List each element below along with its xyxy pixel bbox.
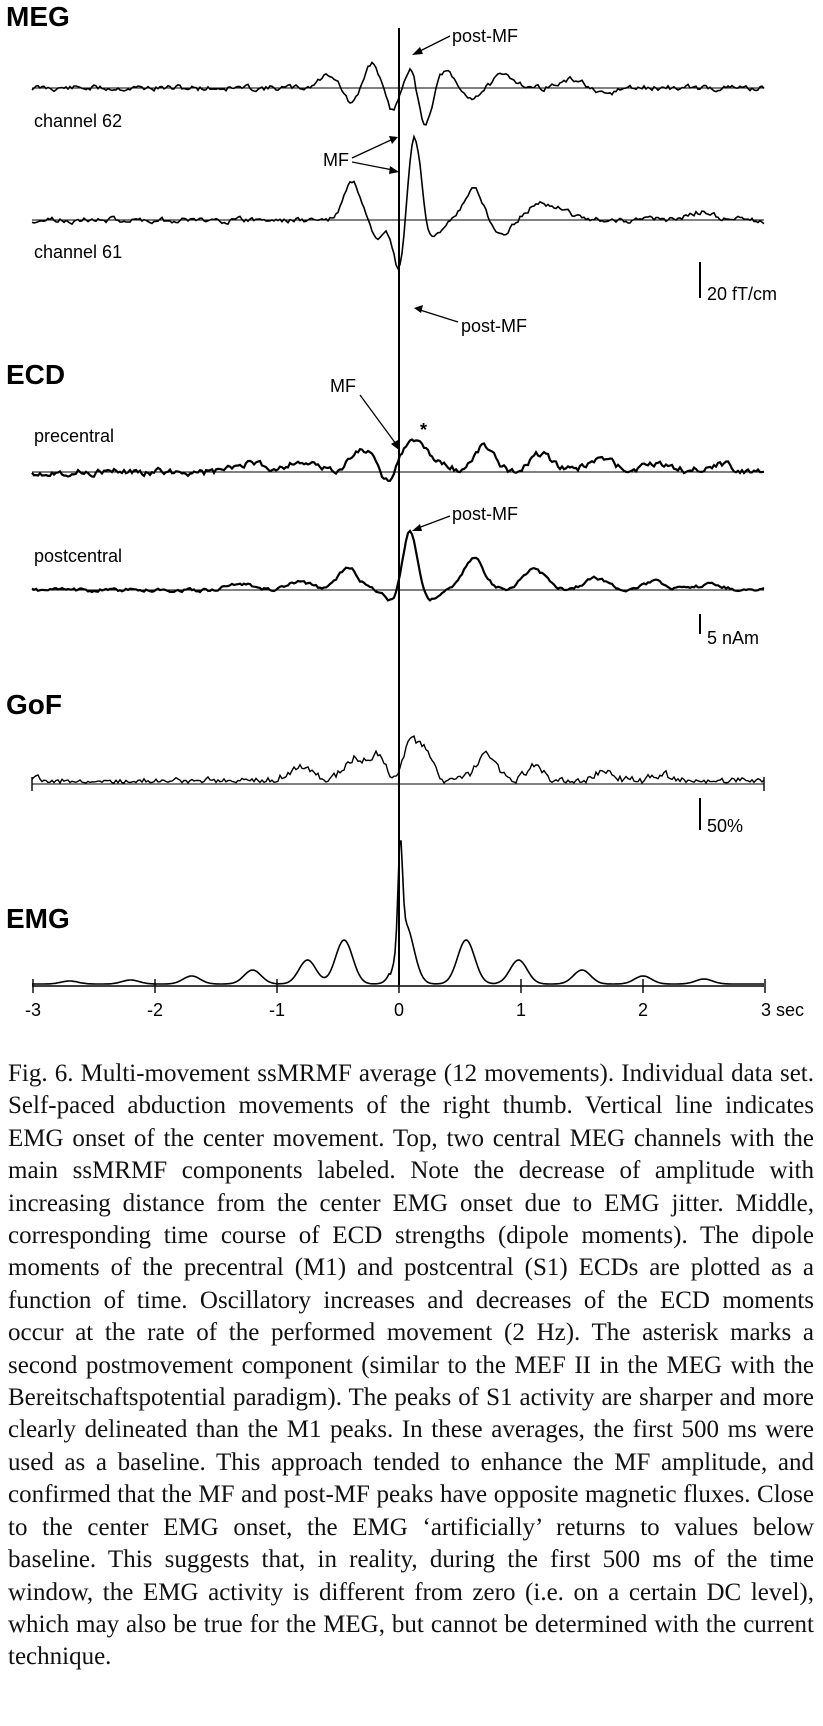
time-axis-tick-label: 1 bbox=[516, 1000, 526, 1020]
ecd-title: ECD bbox=[6, 359, 65, 390]
post-mf-label-bottom: post-MF bbox=[461, 316, 527, 336]
figure-caption: Fig. 6. Multi-movement ssMRMF average (1… bbox=[8, 1060, 814, 1671]
post-mf-label-ecd: post-MF bbox=[452, 504, 518, 524]
time-axis-tick-label: 2 bbox=[638, 1000, 648, 1020]
time-axis-tick-label: 3 sec bbox=[761, 1000, 804, 1020]
figure-canvas: MEG channel 62 post-MF MF channel 61 pos… bbox=[6, 1, 804, 1020]
gof-title: GoF bbox=[6, 689, 62, 720]
time-axis-tick-label: -1 bbox=[269, 1000, 285, 1020]
time-axis-ticks: -3 -2 -1 0 1 2 3 sec bbox=[25, 979, 804, 1020]
post-mf-arrow-bottom bbox=[419, 309, 459, 323]
post-mf-arrowhead-bottom bbox=[414, 305, 423, 313]
mf-arrowhead-lower bbox=[389, 166, 399, 174]
asterisk-marker: * bbox=[420, 420, 427, 440]
channel-61-trace bbox=[31, 134, 765, 271]
post-mf-label-top: post-MF bbox=[452, 26, 518, 46]
post-mf-arrow-ecd bbox=[417, 515, 451, 529]
precentral-trace bbox=[31, 438, 765, 483]
meg-title: MEG bbox=[6, 1, 70, 32]
postcentral-trace bbox=[31, 529, 765, 602]
emg-trace bbox=[32, 840, 764, 985]
post-mf-arrowhead-ecd bbox=[412, 524, 422, 531]
mf-arrow-upper bbox=[351, 138, 394, 159]
figure: MEG channel 62 post-MF MF channel 61 pos… bbox=[6, 1, 804, 1020]
emg-title: EMG bbox=[6, 903, 70, 934]
time-axis-tick-label: -3 bbox=[25, 1000, 41, 1020]
mf-arrowhead-ecd bbox=[391, 440, 399, 450]
time-axis-tick-label: 0 bbox=[394, 1000, 404, 1020]
mf-arrow-lower bbox=[351, 161, 394, 171]
gof-scale-label: 50% bbox=[707, 816, 743, 836]
mf-arrow-ecd bbox=[359, 394, 397, 445]
post-mf-arrowhead-top bbox=[412, 47, 423, 55]
mf-label-meg: MF bbox=[323, 150, 349, 170]
mf-label-ecd: MF bbox=[330, 376, 356, 396]
mf-arrowhead-upper bbox=[389, 136, 398, 144]
channel-62-trace bbox=[31, 61, 765, 126]
meg-scale-label: 20 fT/cm bbox=[707, 284, 777, 304]
post-mf-arrow-top bbox=[417, 35, 451, 53]
time-axis-tick-label: -2 bbox=[147, 1000, 163, 1020]
channel-62-label: channel 62 bbox=[34, 111, 122, 131]
postcentral-label: postcentral bbox=[34, 546, 122, 566]
channel-61-label: channel 61 bbox=[34, 242, 122, 262]
gof-trace bbox=[31, 735, 765, 785]
ecd-scale-label: 5 nAm bbox=[707, 628, 759, 648]
precentral-label: precentral bbox=[34, 426, 114, 446]
